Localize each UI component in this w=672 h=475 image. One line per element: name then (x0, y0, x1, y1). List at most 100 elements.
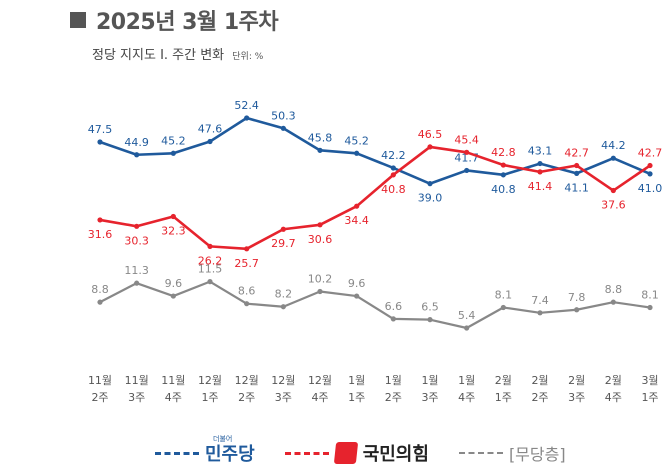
data-label-none: 9.6 (348, 277, 366, 290)
x-tick-week: 2주 (91, 391, 108, 404)
data-label-dem: 43.1 (528, 145, 553, 158)
data-label-ppp: 31.6 (88, 228, 113, 241)
data-point-none (537, 310, 543, 316)
data-label-dem: 44.2 (601, 139, 626, 152)
subtitle-text: 정당 지지도 Ⅰ. 주간 변화 (92, 48, 225, 63)
data-point-ppp (134, 223, 140, 229)
x-tick-month: 1월 (458, 374, 475, 387)
data-label-dem: 45.2 (344, 134, 369, 147)
x-tick-month: 11월 (161, 374, 185, 387)
data-point-ppp (537, 169, 543, 175)
x-tick-week: 2주 (238, 391, 255, 404)
chart-title: 2025년 3월 1주차 (96, 10, 279, 35)
x-tick-week: 4주 (458, 391, 475, 404)
data-point-ppp (207, 243, 213, 249)
data-point-none (647, 304, 653, 311)
data-label-dem: 39.0 (418, 192, 443, 205)
data-label-dem: 47.6 (198, 123, 223, 136)
data-label-dem: 42.2 (381, 149, 406, 162)
legend-dem-label: 민주당 (205, 444, 255, 465)
data-label-none: 8.1 (641, 288, 659, 301)
data-label-dem: 41.0 (638, 182, 663, 195)
data-point-none (390, 316, 396, 322)
data-point-none (244, 301, 250, 307)
data-point-dem (500, 172, 506, 178)
data-point-none (574, 307, 580, 313)
x-tick-month: 12월 (271, 374, 295, 387)
data-point-dem (390, 165, 396, 171)
data-point-dem (134, 152, 140, 158)
x-tick-week: 2주 (385, 391, 402, 404)
legend: 더불어 민주당 국민의힘 [무당층] (155, 435, 596, 466)
data-label-dem: 40.8 (491, 183, 516, 196)
x-tick-month: 1월 (421, 374, 438, 387)
x-tick-month: 1월 (348, 374, 365, 387)
x-tick-week: 1주 (348, 391, 365, 404)
data-label-none: 11.5 (198, 263, 223, 276)
data-label-ppp: 25.7 (234, 257, 259, 270)
data-point-dem (610, 155, 616, 161)
data-point-ppp (170, 213, 176, 220)
data-point-dem (170, 150, 176, 156)
legend-item-none: [무당층] (458, 441, 566, 465)
data-label-dem: 52.4 (234, 99, 259, 112)
data-label-dem: 44.9 (124, 136, 149, 149)
data-label-none: 11.3 (124, 264, 149, 277)
legend-line-ppp (284, 451, 329, 455)
data-point-dem (427, 181, 433, 187)
data-label-none: 8.2 (275, 288, 293, 301)
data-point-ppp (647, 162, 653, 169)
data-point-ppp (280, 226, 286, 232)
chart-subtitle: 정당 지지도 Ⅰ. 주간 변화 단위: % (92, 44, 263, 63)
data-label-dem: 45.2 (161, 134, 186, 147)
data-point-ppp (427, 144, 433, 150)
data-label-ppp: 42.7 (564, 147, 589, 160)
data-point-none (280, 304, 286, 310)
data-point-dem (244, 115, 250, 121)
data-point-none (207, 279, 213, 285)
legend-item-dem: 더불어 민주당 (155, 435, 255, 466)
title-row: 2025년 3월 1주차 (70, 4, 279, 36)
data-label-ppp: 32.3 (161, 224, 186, 237)
series-line-ppp (99, 145, 651, 251)
data-label-dem: 45.8 (308, 131, 333, 144)
data-label-ppp: 45.4 (454, 133, 479, 146)
x-tick-month: 2월 (531, 374, 548, 387)
data-label-ppp: 30.6 (308, 233, 333, 246)
data-point-dem (354, 150, 360, 156)
x-tick-week: 4주 (311, 391, 328, 404)
data-point-dem (464, 167, 470, 174)
x-tick-week: 3주 (421, 391, 438, 404)
x-tick-month: 12월 (235, 374, 259, 387)
data-point-none (354, 293, 360, 299)
x-tick-week: 1주 (641, 391, 658, 404)
data-label-none: 7.8 (568, 291, 586, 304)
unit-label: 단위: % (232, 52, 264, 62)
x-tick-month: 11월 (88, 374, 112, 387)
data-label-ppp: 40.8 (381, 183, 406, 196)
x-tick-month: 2월 (568, 374, 585, 387)
data-label-ppp: 26.2 (198, 254, 223, 267)
data-point-ppp (390, 172, 396, 178)
data-label-none: 8.1 (495, 288, 513, 301)
legend-dem-sup: 더불어 (213, 435, 233, 443)
data-label-dem: 47.5 (88, 123, 113, 136)
data-label-ppp: 41.4 (528, 180, 553, 193)
data-point-ppp (500, 162, 506, 168)
series-line-none (99, 280, 651, 330)
data-label-none: 8.6 (238, 285, 256, 298)
data-label-ppp: 34.4 (344, 214, 369, 227)
legend-none-label: [무당층] (508, 445, 566, 464)
x-tick-month: 2월 (605, 374, 622, 387)
data-label-dem: 41.1 (564, 181, 589, 194)
data-point-none (170, 293, 176, 299)
data-point-ppp (574, 162, 580, 169)
data-point-none (427, 317, 433, 323)
data-label-ppp: 42.8 (491, 146, 516, 159)
data-label-none: 10.2 (308, 273, 333, 286)
data-label-ppp: 37.6 (601, 199, 626, 212)
data-point-dem (574, 170, 580, 176)
ppp-logo-icon (333, 442, 358, 464)
data-point-dem (97, 139, 103, 145)
